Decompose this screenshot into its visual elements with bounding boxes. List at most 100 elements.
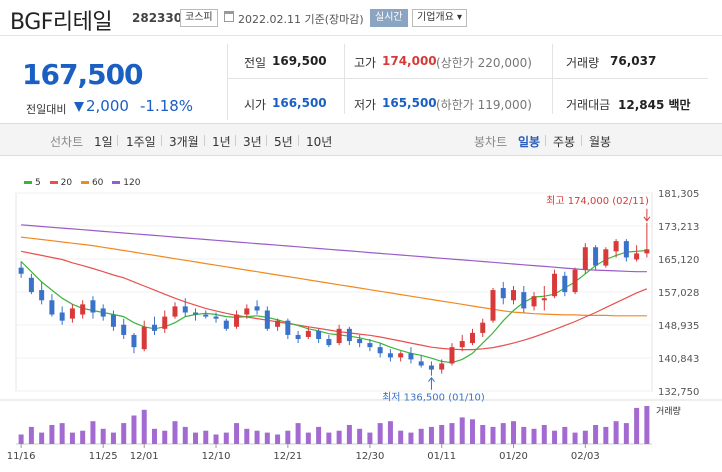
divider — [545, 135, 546, 146]
candle-down — [203, 314, 209, 317]
calendar-icon — [224, 11, 234, 22]
current-price-box: 167,500 전일대비 2,000 -1.18% — [10, 44, 228, 120]
volume-bar — [398, 430, 404, 444]
volume-bar — [254, 430, 260, 444]
min-arrow — [428, 376, 435, 390]
candle-down — [521, 292, 527, 309]
chevron-down-icon: ▾ — [457, 12, 463, 23]
tab-monthly[interactable]: 월봉 — [589, 135, 612, 149]
volume-bar — [531, 428, 537, 444]
candle-up — [234, 314, 240, 327]
candle-down — [131, 334, 137, 348]
volume-bar — [28, 426, 34, 444]
candle-chart-label: 봉차트 — [474, 135, 508, 149]
company-overview-button[interactable]: 기업개요 ▾ — [412, 9, 468, 27]
candle-down — [316, 330, 322, 340]
candle-down — [346, 328, 352, 342]
legend-ma5: 5 — [24, 178, 41, 188]
volume-bar — [613, 421, 619, 444]
volume-bar — [316, 426, 322, 444]
divider — [235, 135, 236, 146]
volume-bar — [490, 426, 496, 444]
volume-bar — [367, 432, 373, 444]
chart-tab-bar: 선차트 1일 1주일 3개월 1년 3년 5년 10년 봉차트 일봉 주봉 월봉 — [0, 123, 722, 156]
candle-up — [459, 341, 465, 348]
tab-weekly[interactable]: 주봉 — [553, 135, 576, 149]
volume-bar — [521, 426, 527, 444]
candle-up — [172, 306, 178, 317]
volume-bar — [336, 430, 342, 444]
candle-down — [18, 267, 24, 274]
tab-3month[interactable]: 3개월 — [169, 135, 199, 149]
date-text: 2022.02.11 기준(장마감) — [238, 13, 364, 26]
volume-bar — [603, 426, 609, 444]
change-value: 2,000 — [86, 97, 129, 115]
volume-bar — [449, 423, 455, 444]
candle-down — [182, 306, 188, 313]
volume-bar — [121, 423, 127, 444]
realtime-button[interactable]: 실시간 — [370, 9, 408, 27]
volume-bar — [541, 425, 547, 444]
divider — [228, 78, 708, 79]
volume-bar — [377, 423, 383, 444]
volume-bar — [439, 425, 445, 444]
volume-bar — [418, 428, 424, 444]
candle-down — [193, 312, 199, 315]
x-tick-label: 01/11 — [427, 451, 456, 462]
y-tick-label: 140,843 — [658, 354, 699, 365]
tab-1year[interactable]: 1년 — [212, 135, 231, 149]
prev-close-value: 169,500 — [272, 54, 327, 68]
candle-up — [275, 320, 281, 327]
candle-down — [90, 300, 96, 313]
tab-1day[interactable]: 1일 — [94, 135, 113, 149]
min-annotation: 최저 136,500 (01/10) — [382, 392, 485, 404]
volume-bar — [162, 430, 168, 444]
tab-3year[interactable]: 3년 — [243, 135, 262, 149]
volume-value: 76,037 — [610, 54, 657, 68]
candle-down — [223, 320, 229, 329]
candle-up — [541, 298, 547, 301]
divider — [581, 135, 582, 146]
candle-up — [572, 269, 578, 293]
candle-down — [100, 308, 106, 317]
x-tick-label: 12/30 — [355, 451, 384, 462]
stock-code: 282330 — [132, 11, 183, 25]
volume-bar — [151, 428, 157, 444]
candle-down — [39, 290, 45, 301]
volume-bar — [285, 430, 291, 444]
legend-ma20-label: 20 — [60, 178, 73, 188]
candle-up — [244, 308, 250, 315]
volume-bar — [511, 421, 517, 444]
y-tick-label: 132,750 — [658, 387, 699, 398]
tab-1week[interactable]: 1주일 — [126, 135, 156, 149]
volume-bar — [644, 406, 650, 444]
volume-bar — [264, 432, 270, 444]
volume-bar — [326, 432, 332, 444]
volume-bar — [408, 432, 414, 444]
candle-up — [439, 363, 445, 370]
divider — [266, 135, 267, 146]
candle-down — [500, 288, 506, 299]
volume-bar — [562, 426, 568, 444]
candle-up — [398, 353, 404, 358]
volume-bar — [131, 415, 137, 444]
tab-daily[interactable]: 일봉 — [518, 135, 541, 149]
candle-up — [469, 332, 475, 344]
volume-bar — [100, 428, 106, 444]
open-value: 166,500 — [272, 96, 327, 110]
tab-5year[interactable]: 5년 — [274, 135, 293, 149]
volume-bar — [193, 432, 199, 444]
candle-up — [449, 347, 455, 364]
max-arrow — [643, 208, 651, 222]
volume-bar — [275, 434, 281, 444]
change-percent: -1.18% — [140, 97, 194, 115]
candlestick-chart[interactable]: 181,305 173,213 165,120 157,028 148,935 140,8… — [0, 160, 722, 472]
down-arrow-icon — [74, 102, 84, 112]
volume-bar — [552, 430, 558, 444]
tab-10year[interactable]: 10년 — [306, 135, 333, 149]
x-tick-label: 12/10 — [202, 451, 231, 462]
divider — [117, 135, 118, 146]
candle-down — [28, 277, 34, 293]
candle-down — [593, 247, 599, 266]
candle-up — [531, 296, 537, 307]
